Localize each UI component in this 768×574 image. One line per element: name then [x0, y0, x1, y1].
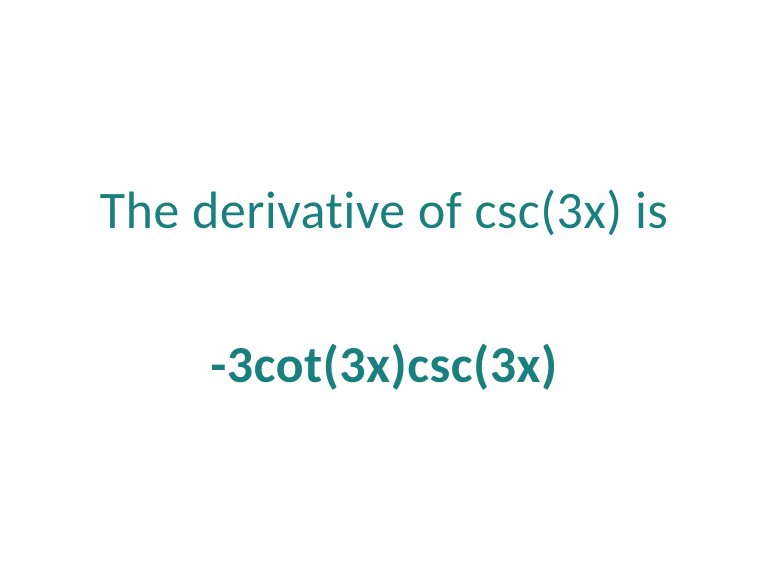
derivative-statement: The derivative of csc(3x) is	[100, 178, 668, 242]
derivative-answer: -3cot(3x)csc(3x)	[210, 332, 557, 396]
